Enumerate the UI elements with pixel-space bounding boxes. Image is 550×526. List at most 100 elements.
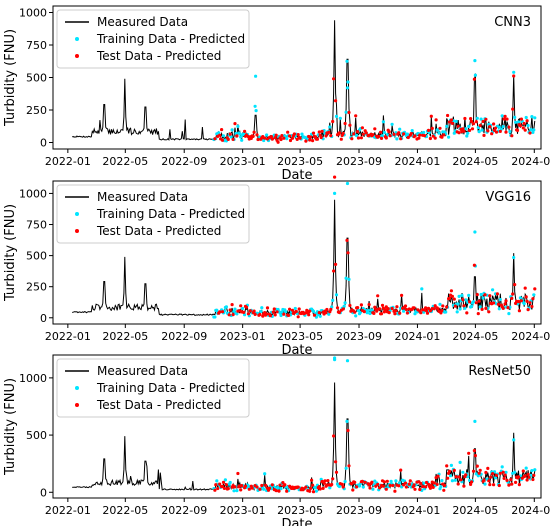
test-point bbox=[372, 311, 376, 315]
x-tick-label: 2024-01 bbox=[394, 155, 440, 168]
test-point bbox=[426, 306, 431, 310]
training-point bbox=[422, 130, 426, 135]
test-point bbox=[260, 483, 264, 488]
test-point bbox=[271, 310, 275, 314]
x-axis-label: Date bbox=[281, 517, 312, 526]
test-point bbox=[505, 478, 509, 482]
test-point bbox=[340, 482, 344, 486]
test-point bbox=[521, 469, 525, 473]
test-point bbox=[387, 130, 391, 134]
test-point bbox=[487, 479, 491, 483]
test-point bbox=[442, 488, 446, 492]
training-point bbox=[498, 298, 502, 302]
test-point bbox=[286, 130, 290, 134]
test-point bbox=[226, 137, 230, 141]
training-point bbox=[344, 276, 348, 280]
test-point bbox=[489, 475, 493, 479]
test-point bbox=[426, 128, 431, 132]
test-point bbox=[450, 121, 454, 125]
test-point bbox=[388, 483, 392, 488]
test-point bbox=[502, 476, 506, 480]
test-point bbox=[525, 299, 529, 303]
test-point bbox=[400, 293, 404, 297]
x-tick-label: 2022-09 bbox=[161, 330, 207, 343]
test-point bbox=[239, 488, 243, 492]
test-point bbox=[391, 483, 395, 488]
training-point bbox=[514, 120, 518, 124]
test-point bbox=[332, 434, 336, 438]
test-point bbox=[393, 312, 397, 316]
test-point bbox=[510, 296, 514, 300]
legend-swatch-point bbox=[75, 229, 79, 233]
test-point bbox=[309, 486, 313, 490]
test-point bbox=[321, 486, 325, 490]
test-point bbox=[326, 479, 330, 483]
training-point bbox=[280, 310, 284, 314]
y-tick-label: 1000 bbox=[19, 187, 47, 200]
training-point bbox=[533, 116, 537, 120]
test-point bbox=[434, 118, 438, 122]
training-point bbox=[327, 312, 331, 316]
test-point bbox=[346, 251, 350, 255]
test-point bbox=[467, 451, 471, 455]
test-point bbox=[394, 309, 398, 313]
training-point bbox=[529, 473, 533, 477]
x-tick-label: 2024-05 bbox=[452, 330, 498, 343]
test-point bbox=[421, 484, 425, 489]
test-point bbox=[403, 481, 408, 485]
test-point bbox=[220, 128, 224, 132]
test-point bbox=[511, 107, 515, 111]
test-point bbox=[298, 136, 302, 140]
test-point bbox=[512, 74, 516, 78]
legend-entry: Training Data - Predicted bbox=[96, 381, 245, 395]
training-point bbox=[241, 306, 245, 311]
test-point bbox=[379, 130, 383, 134]
test-point bbox=[441, 304, 445, 308]
test-point bbox=[516, 299, 521, 304]
test-point bbox=[476, 312, 480, 316]
test-point bbox=[430, 126, 434, 130]
test-point bbox=[218, 482, 222, 486]
test-point bbox=[498, 471, 502, 475]
test-point bbox=[397, 131, 401, 135]
test-point bbox=[530, 304, 534, 309]
test-point bbox=[399, 468, 403, 472]
test-point bbox=[353, 480, 357, 484]
test-point bbox=[325, 307, 329, 312]
test-point bbox=[220, 310, 225, 314]
legend-entry: Test Data - Predicted bbox=[96, 398, 221, 412]
test-point bbox=[339, 137, 343, 141]
test-point bbox=[267, 486, 272, 490]
x-tick-label: 2022-01 bbox=[45, 504, 91, 517]
test-point bbox=[428, 486, 432, 490]
test-point bbox=[354, 114, 358, 118]
training-point bbox=[253, 104, 257, 108]
test-point bbox=[475, 464, 479, 468]
test-point bbox=[432, 307, 436, 311]
test-point bbox=[288, 134, 292, 138]
test-point bbox=[475, 293, 479, 297]
training-point bbox=[400, 485, 404, 489]
training-point bbox=[344, 110, 348, 114]
x-tick-label: 2024-09 bbox=[511, 330, 550, 343]
training-point bbox=[240, 138, 244, 142]
training-point bbox=[456, 302, 460, 306]
test-point bbox=[304, 139, 308, 143]
training-point bbox=[445, 124, 449, 128]
test-point bbox=[296, 133, 300, 137]
test-point bbox=[446, 476, 450, 480]
training-point bbox=[381, 120, 385, 124]
test-point bbox=[311, 490, 316, 494]
training-point bbox=[440, 479, 444, 483]
test-point bbox=[368, 486, 372, 490]
training-point bbox=[507, 312, 511, 316]
test-point bbox=[224, 483, 228, 487]
test-point bbox=[525, 478, 529, 482]
y-axis-label: Turbidity (FNU) bbox=[3, 204, 18, 302]
training-point bbox=[405, 132, 409, 136]
training-point bbox=[371, 487, 375, 491]
training-point bbox=[460, 293, 464, 297]
training-point bbox=[437, 131, 441, 135]
test-point bbox=[428, 309, 432, 313]
test-point bbox=[417, 136, 421, 140]
